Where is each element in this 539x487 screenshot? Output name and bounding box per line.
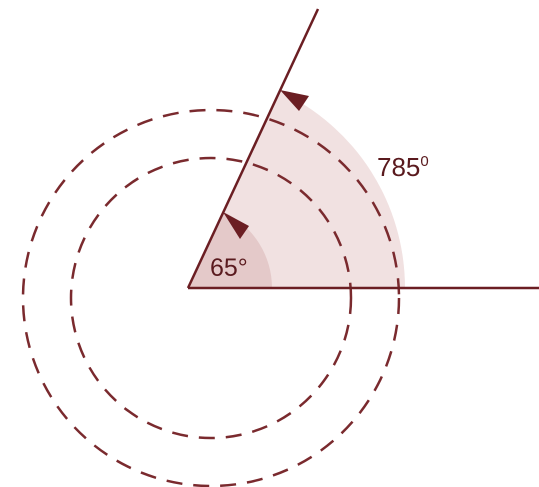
terminal-ray	[186, 8, 320, 289]
large-angle-label: 7850	[377, 152, 429, 182]
small-angle-label: 65°	[210, 254, 248, 282]
large-angle-degree-mark: 0	[420, 153, 428, 170]
small-arc-arrow-icon	[223, 212, 249, 239]
large-angle-number: 785	[377, 152, 420, 182]
small-angle-sector	[188, 211, 272, 288]
dashed-circle-inner	[69, 156, 353, 440]
dashed-circle-outer	[21, 108, 401, 487]
large-arc-arrow-icon	[280, 90, 309, 111]
